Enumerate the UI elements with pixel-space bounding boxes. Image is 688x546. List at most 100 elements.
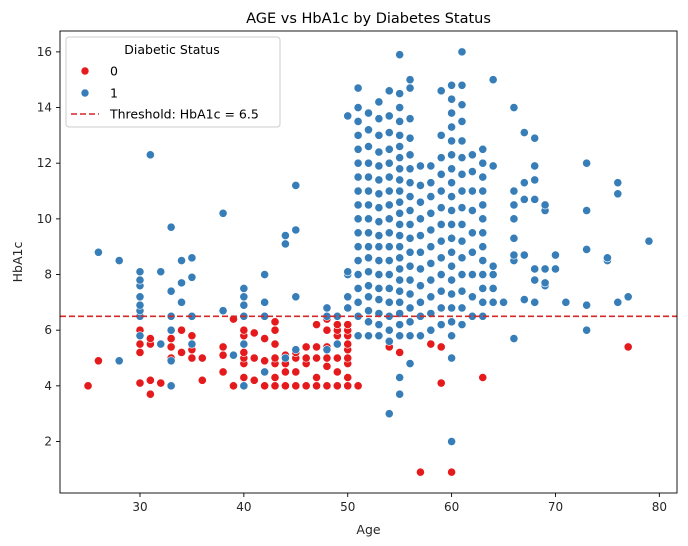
point-series-1-281 [509,103,519,112]
point-series-1-167 [405,164,415,174]
point-series-0-51 [280,367,290,377]
point-series-1-124 [384,158,394,168]
point-series-1-155 [405,331,415,341]
point-series-1-214 [447,275,456,285]
point-series-1-111 [384,336,394,346]
point-series-1-34 [239,292,249,302]
point-series-0-96 [447,467,456,477]
point-series-1-267 [488,297,498,307]
point-series-1-195 [436,320,446,330]
point-series-1-257 [478,270,488,279]
point-series-1-232 [457,270,467,279]
point-series-1-188 [426,258,436,268]
point-series-1-260 [478,228,488,238]
point-series-1-119 [384,228,394,238]
point-series-1-57 [353,331,363,341]
point-series-1-29 [229,350,238,360]
point-series-1-246 [467,292,477,302]
point-series-0-94 [436,378,446,388]
point-series-0-23 [197,353,207,363]
point-series-1-178 [416,247,425,257]
point-series-1-264 [478,172,488,182]
point-series-0-92 [416,467,425,477]
point-series-1-203 [436,186,446,196]
point-series-1-213 [447,289,456,299]
point-series-1-154 [405,359,415,368]
point-series-0-81 [343,373,353,382]
legend-box [65,36,281,128]
point-series-1-72 [353,117,363,126]
point-series-1-312 [623,292,633,302]
point-series-1-40 [280,353,290,363]
point-series-0-89 [353,381,363,391]
point-series-1-288 [530,275,540,285]
point-series-1-19 [166,222,176,232]
point-series-1-100 [374,231,384,240]
point-series-1-52 [343,303,353,313]
point-series-1-303 [582,300,592,310]
point-series-1-163 [405,220,415,229]
point-series-1-289 [530,264,540,274]
point-series-1-42 [280,231,290,240]
point-series-0-68 [322,361,332,371]
point-series-1-145 [395,175,405,185]
point-series-1-291 [530,175,540,185]
point-series-1-87 [364,172,373,182]
point-series-1-309 [613,297,623,307]
point-series-1-128 [384,86,394,96]
point-series-1-191 [426,208,436,218]
point-series-0-33 [239,348,249,357]
point-series-1-49 [322,303,332,313]
point-series-1-26 [187,253,197,263]
point-series-1-151 [395,103,405,112]
point-series-1-225 [447,122,456,132]
point-series-0-63 [312,373,321,382]
point-series-1-86 [364,186,373,196]
point-series-1-25 [187,272,197,282]
point-series-0-11 [156,378,166,388]
point-series-1-208 [447,437,456,446]
point-series-1-277 [509,233,519,243]
point-series-1-46 [291,181,301,190]
point-series-1-162 [405,233,415,243]
point-series-1-266 [478,144,488,154]
point-series-1-223 [447,150,456,160]
y-axis-label: HbA1c [10,242,25,283]
point-series-1-39 [260,270,270,279]
point-series-0-47 [270,339,280,349]
point-series-1-252 [467,167,477,176]
point-series-1-169 [405,133,415,143]
point-series-1-56 [343,111,353,121]
point-series-1-105 [374,161,384,171]
point-series-0-37 [249,375,259,385]
point-series-1-220 [447,192,456,201]
point-series-1-106 [374,147,384,157]
point-series-1-159 [405,275,415,285]
point-series-0-14 [166,342,176,352]
point-series-1-82 [364,242,373,252]
x-axis-label: Age [356,522,380,537]
point-series-1-144 [395,186,405,196]
point-series-0-25 [218,350,228,360]
y-tick-label-5: 12 [37,156,52,170]
point-series-1-236 [457,203,467,213]
point-series-1-190 [426,225,436,235]
legend-threshold-label: Threshold: HbA1c = 6.5 [109,107,259,122]
point-series-1-141 [395,220,405,229]
point-series-1-152 [395,89,405,99]
point-series-1-90 [364,125,373,135]
point-series-1-283 [519,250,529,260]
point-series-1-227 [447,94,456,104]
point-series-1-207 [436,86,446,96]
legend-label-1: 1 [110,86,118,101]
point-series-1-248 [467,247,477,257]
point-series-1-63 [353,242,363,252]
point-series-1-135 [395,286,405,296]
point-series-1-118 [384,242,394,252]
point-series-0-62 [312,381,321,391]
point-series-0-17 [177,348,186,357]
point-series-0-7 [145,389,155,399]
point-series-1-198 [436,270,446,279]
point-series-0-98 [623,342,633,352]
